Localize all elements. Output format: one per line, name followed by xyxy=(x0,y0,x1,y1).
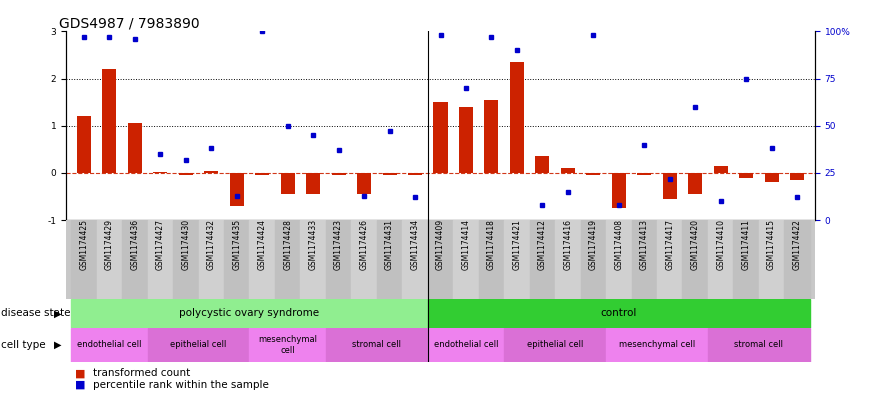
Bar xyxy=(708,220,733,299)
Bar xyxy=(478,220,504,299)
Text: transformed count: transformed count xyxy=(93,368,189,378)
Bar xyxy=(179,173,193,175)
Bar xyxy=(453,220,478,299)
Bar xyxy=(428,328,504,362)
Text: epithelial cell: epithelial cell xyxy=(170,340,226,349)
Bar xyxy=(224,220,249,299)
Bar xyxy=(759,220,784,299)
Bar xyxy=(357,173,371,194)
Bar xyxy=(326,328,428,362)
Bar xyxy=(153,172,167,173)
Bar xyxy=(377,220,403,299)
Bar xyxy=(408,173,422,175)
Bar xyxy=(733,220,759,299)
Bar xyxy=(281,173,294,194)
Text: ■: ■ xyxy=(75,380,85,390)
Text: endothelial cell: endothelial cell xyxy=(78,340,142,349)
Bar xyxy=(485,100,499,173)
Bar xyxy=(536,156,550,173)
Text: stromal cell: stromal cell xyxy=(735,340,783,349)
Text: endothelial cell: endothelial cell xyxy=(433,340,499,349)
Bar xyxy=(148,220,173,299)
Bar xyxy=(606,220,632,299)
Bar xyxy=(300,220,326,299)
Bar xyxy=(657,220,683,299)
Bar xyxy=(255,173,270,175)
Bar xyxy=(637,173,651,175)
Bar xyxy=(663,173,677,199)
Text: ■: ■ xyxy=(75,368,85,378)
Text: epithelial cell: epithelial cell xyxy=(527,340,583,349)
Bar xyxy=(555,220,581,299)
Bar xyxy=(739,173,753,178)
Bar xyxy=(128,123,142,173)
Bar xyxy=(683,220,708,299)
Bar xyxy=(403,220,428,299)
Text: disease state: disease state xyxy=(1,309,70,318)
Bar xyxy=(71,220,97,299)
Bar xyxy=(529,220,555,299)
Bar xyxy=(198,220,224,299)
Bar xyxy=(561,168,575,173)
Bar xyxy=(326,220,352,299)
Bar xyxy=(632,220,657,299)
Bar xyxy=(77,116,91,173)
Bar xyxy=(581,220,606,299)
Text: ▶: ▶ xyxy=(54,340,62,350)
Bar xyxy=(102,69,116,173)
Bar xyxy=(249,220,275,299)
Bar xyxy=(148,328,249,362)
Bar xyxy=(331,173,345,175)
Text: GDS4987 / 7983890: GDS4987 / 7983890 xyxy=(58,16,199,30)
Text: ▶: ▶ xyxy=(54,309,62,318)
Text: stromal cell: stromal cell xyxy=(352,340,402,349)
Bar xyxy=(249,328,326,362)
Bar xyxy=(204,171,218,173)
Bar xyxy=(97,220,122,299)
Bar xyxy=(504,220,529,299)
Bar xyxy=(71,328,148,362)
Bar xyxy=(71,299,428,328)
Bar xyxy=(688,173,702,194)
Text: polycystic ovary syndrome: polycystic ovary syndrome xyxy=(180,309,320,318)
Bar xyxy=(382,173,396,175)
Text: mesenchymal cell: mesenchymal cell xyxy=(618,340,695,349)
Bar xyxy=(510,62,524,173)
Text: control: control xyxy=(601,309,637,318)
Bar xyxy=(587,173,600,175)
Bar xyxy=(611,173,626,208)
Bar xyxy=(765,173,779,182)
Bar xyxy=(428,299,810,328)
Text: cell type: cell type xyxy=(1,340,46,350)
Bar xyxy=(275,220,300,299)
Bar xyxy=(790,173,804,180)
Bar xyxy=(230,173,244,206)
Text: percentile rank within the sample: percentile rank within the sample xyxy=(93,380,269,390)
Bar xyxy=(122,220,148,299)
Bar xyxy=(714,166,728,173)
Text: mesenchymal
cell: mesenchymal cell xyxy=(258,335,317,354)
Bar xyxy=(306,173,320,194)
Bar xyxy=(606,328,708,362)
Bar xyxy=(504,328,606,362)
Bar xyxy=(433,102,448,173)
Bar xyxy=(428,220,453,299)
Bar xyxy=(784,220,810,299)
Bar xyxy=(352,220,377,299)
Bar xyxy=(459,107,473,173)
Bar xyxy=(173,220,198,299)
Bar xyxy=(708,328,810,362)
